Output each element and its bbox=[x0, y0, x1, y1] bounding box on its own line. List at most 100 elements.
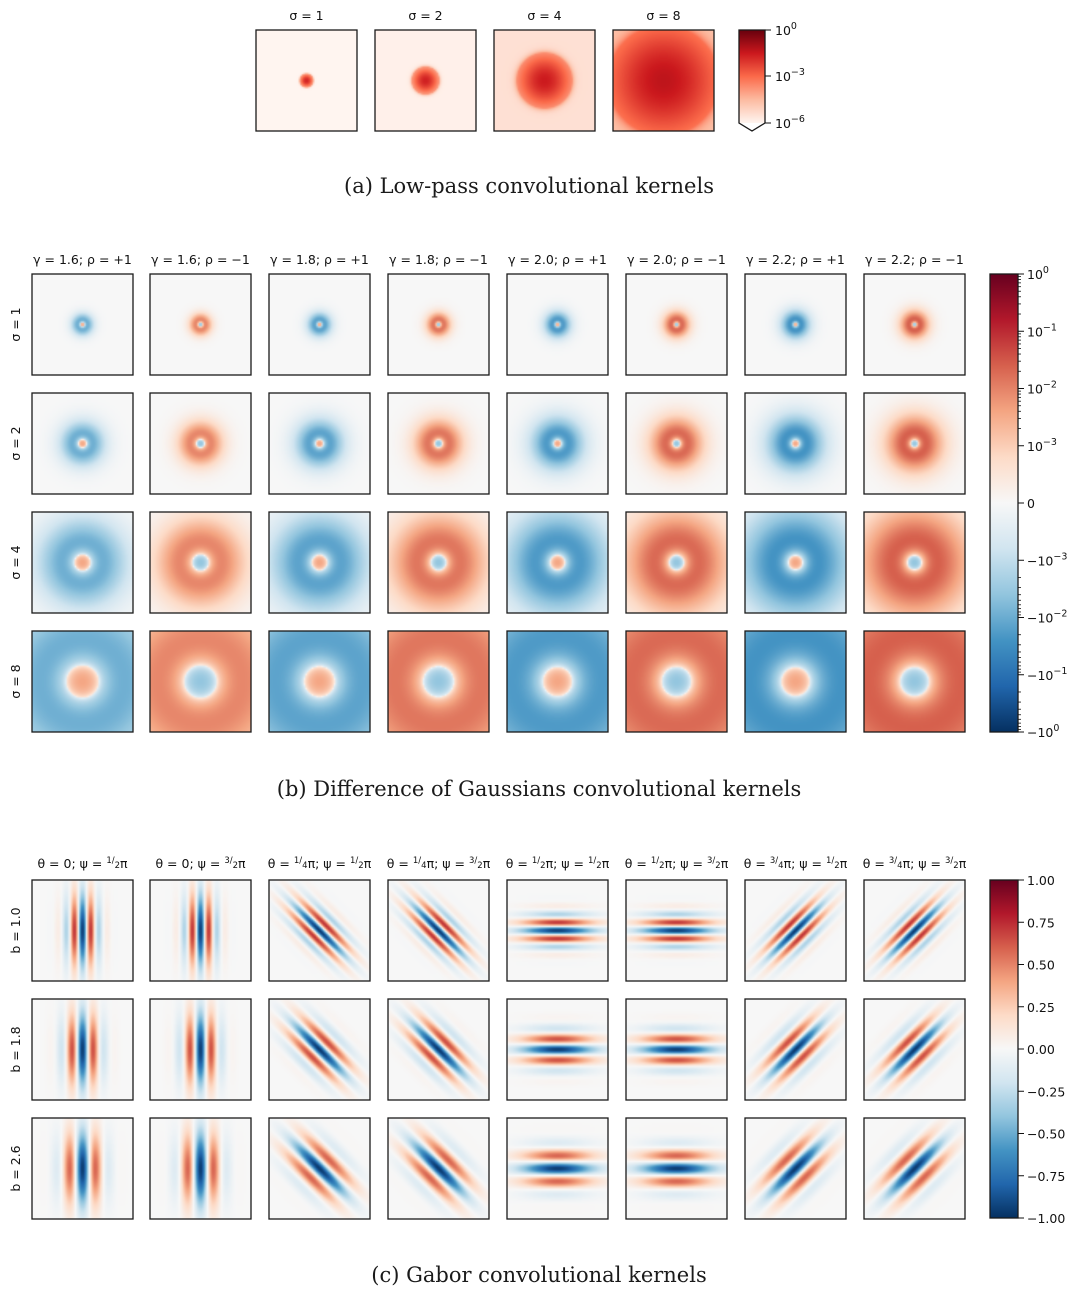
dog-kernel bbox=[32, 393, 133, 494]
dog-kernel bbox=[150, 631, 251, 732]
gabor-kernel bbox=[150, 1118, 251, 1219]
panel-b-caption: (b) Difference of Gaussians convolutiona… bbox=[277, 777, 802, 801]
panel-b-colorbar-gradient bbox=[990, 274, 1018, 732]
dog-kernel-frame bbox=[387, 392, 490, 495]
gabor-kernel bbox=[507, 880, 608, 981]
dog-column-title: γ = 2.2; ρ = −1 bbox=[865, 252, 964, 267]
gabor-kernel-frame bbox=[268, 879, 371, 982]
colorbar-tick-label: −0.50 bbox=[1027, 1127, 1065, 1142]
gabor-column-title: θ = 0; ψ = 3/2π bbox=[155, 856, 246, 871]
dog-kernel-frame bbox=[31, 630, 134, 733]
gabor-column-title: θ = 3/4π; ψ = 1/2π bbox=[744, 856, 848, 871]
dog-kernel-frame bbox=[149, 392, 252, 495]
dog-kernel bbox=[864, 631, 965, 732]
gabor-kernel-frame bbox=[268, 1117, 371, 1220]
dog-kernel-frame bbox=[387, 511, 490, 614]
dog-kernel-frame bbox=[268, 392, 371, 495]
gabor-kernel-frame bbox=[744, 879, 847, 982]
dog-column-title: γ = 1.8; ρ = −1 bbox=[389, 252, 488, 267]
low-pass-kernel-sigma-4-frame bbox=[493, 29, 596, 132]
colorbar-tick-label: 10−6 bbox=[775, 114, 805, 131]
dog-kernel-frame bbox=[863, 273, 966, 376]
gabor-kernel-frame bbox=[744, 1117, 847, 1220]
gabor-kernel-frame bbox=[625, 1117, 728, 1220]
gabor-kernel-frame bbox=[387, 998, 490, 1101]
gabor-kernel bbox=[626, 999, 727, 1100]
dog-kernel-frame bbox=[863, 392, 966, 495]
dog-kernel bbox=[150, 512, 251, 613]
gabor-kernel bbox=[269, 1118, 370, 1219]
low-pass-kernel-sigma-1 bbox=[256, 30, 357, 131]
dog-kernel-frame bbox=[625, 392, 728, 495]
dog-kernel-frame bbox=[268, 630, 371, 733]
gabor-column-title: θ = 1/4π; ψ = 1/2π bbox=[268, 856, 372, 871]
dog-kernel-frame bbox=[625, 273, 728, 376]
low-pass-kernel-sigma-2-frame bbox=[374, 29, 477, 132]
dog-row-label: σ = 8 bbox=[8, 664, 23, 698]
dog-kernel bbox=[626, 631, 727, 732]
gabor-kernel bbox=[388, 880, 489, 981]
dog-kernel bbox=[745, 512, 846, 613]
gabor-kernel bbox=[32, 999, 133, 1100]
panel-a-caption: (a) Low-pass convolutional kernels bbox=[344, 174, 714, 198]
gabor-kernel bbox=[388, 999, 489, 1100]
dog-kernel-frame bbox=[387, 273, 490, 376]
gabor-kernel-frame bbox=[506, 1117, 609, 1220]
panel-c-caption: (c) Gabor convolutional kernels bbox=[371, 1263, 706, 1287]
dog-kernel-frame bbox=[31, 511, 134, 614]
dog-kernel bbox=[388, 512, 489, 613]
gabor-kernel-frame bbox=[863, 998, 966, 1101]
low-pass-kernel-sigma-8-frame bbox=[612, 29, 715, 132]
colorbar-tick-label: 0.00 bbox=[1027, 1042, 1055, 1057]
gabor-kernel-frame bbox=[863, 879, 966, 982]
colorbar-tick-label: 100 bbox=[775, 21, 797, 38]
colorbar-tick-label: 0.50 bbox=[1027, 958, 1055, 973]
dog-kernel bbox=[507, 512, 608, 613]
dog-column-title: γ = 1.6; ρ = −1 bbox=[151, 252, 250, 267]
gabor-column-title: θ = 0; ψ = 1/2π bbox=[37, 856, 128, 871]
dog-kernel-frame bbox=[863, 630, 966, 733]
gabor-kernel bbox=[32, 1118, 133, 1219]
dog-kernel-frame bbox=[149, 273, 252, 376]
dog-column-title: γ = 1.8; ρ = +1 bbox=[270, 252, 369, 267]
gabor-kernel bbox=[507, 1118, 608, 1219]
colorbar-tick-label: 10−3 bbox=[1027, 437, 1057, 454]
dog-kernel bbox=[745, 393, 846, 494]
gabor-kernel bbox=[269, 999, 370, 1100]
colorbar-tick-label: 10−3 bbox=[775, 67, 805, 84]
gabor-kernel bbox=[32, 880, 133, 981]
colorbar-tick-label: −10−3 bbox=[1027, 551, 1067, 568]
dog-kernel-frame bbox=[387, 630, 490, 733]
dog-kernel-frame bbox=[625, 511, 728, 614]
panel-c-gabor: θ = 0; ψ = 1/2π θ = 0; ψ = 3/2π θ = 1/4π; … bbox=[8, 856, 967, 1220]
dog-kernel bbox=[269, 512, 370, 613]
panel-a-colorbar: 100 10−3 10−6 bbox=[738, 21, 805, 132]
low-pass-kernel-sigma-2 bbox=[375, 30, 476, 131]
dog-kernel bbox=[507, 393, 608, 494]
gabor-kernel bbox=[745, 880, 846, 981]
gabor-kernel-frame bbox=[268, 998, 371, 1101]
low-pass-title: σ = 8 bbox=[646, 8, 680, 23]
colorbar-tick-label: 10−1 bbox=[1027, 322, 1057, 339]
colorbar-tick-label: 100 bbox=[1027, 265, 1049, 282]
dog-kernel bbox=[388, 631, 489, 732]
colorbar-tick-label: 0.75 bbox=[1027, 915, 1055, 930]
gabor-kernel-frame bbox=[149, 1117, 252, 1220]
colorbar-tick-label: 10−2 bbox=[1027, 380, 1057, 397]
gabor-kernel bbox=[388, 1118, 489, 1219]
gabor-kernel bbox=[745, 1118, 846, 1219]
dog-column-title: γ = 2.0; ρ = +1 bbox=[508, 252, 607, 267]
gabor-column-title: θ = 1/2π; ψ = 1/2π bbox=[506, 856, 610, 871]
dog-kernel-frame bbox=[506, 392, 609, 495]
dog-kernel-frame bbox=[506, 630, 609, 733]
colorbar-tick-label: 1.00 bbox=[1027, 873, 1055, 888]
dog-kernel-frame bbox=[744, 273, 847, 376]
dog-kernel-frame bbox=[31, 392, 134, 495]
dog-column-title: γ = 1.6; ρ = +1 bbox=[33, 252, 132, 267]
dog-kernel bbox=[864, 512, 965, 613]
dog-kernel bbox=[626, 512, 727, 613]
dog-kernel bbox=[32, 512, 133, 613]
gabor-kernel bbox=[864, 880, 965, 981]
dog-kernel bbox=[626, 274, 727, 375]
